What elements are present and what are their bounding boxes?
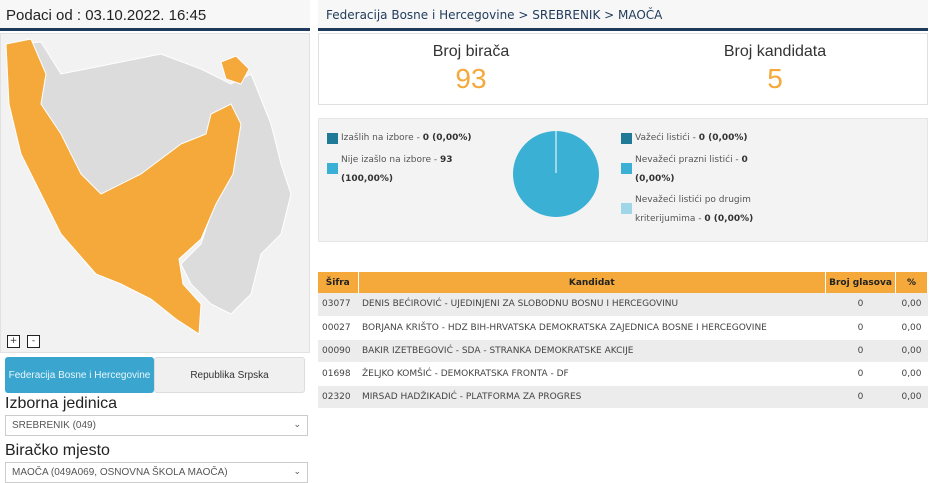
legend-swatch: [327, 133, 338, 144]
votes-cell: 0: [825, 316, 896, 340]
entity-switch: Federacija Bosne i Hercegovine Republika…: [5, 357, 305, 393]
table-row: 02320 MIRSAD HADŽIKADIĆ - PLATFORMA ZA PR…: [318, 385, 928, 409]
col-candidate[interactable]: Kandidat: [358, 272, 826, 293]
station-label: Biračko mjesto: [5, 442, 110, 459]
table-row: 00027 BORJANA KRIŠTO - HDZ BIH-HRVATSKA D…: [318, 316, 928, 340]
left-panel: Podaci od : 03.10.2022. 16:45 + - Federa…: [0, 0, 310, 483]
legend-item: Važeći listići - 0 (0,00%): [621, 129, 781, 148]
col-votes[interactable]: Broj glasova: [825, 272, 896, 293]
entity-rs-button[interactable]: Republika Srpska: [154, 357, 305, 393]
votes-cell: 0: [825, 293, 896, 317]
table-row: 00090 BAKIR IZETBEGOVIĆ - SDA - STRANKA D…: [318, 339, 928, 363]
station-select[interactable]: MAOČA (049A069, OSNOVNA ŠKOLA MAOČA) ⌄: [5, 462, 308, 483]
percent-cell: 0,00: [895, 339, 928, 363]
code-cell: 02320: [318, 385, 358, 409]
candidates-count: 5: [767, 63, 783, 94]
legend-item: Nevažeći prazni listići - 0 (0,00%): [621, 151, 761, 189]
legend-swatch: [327, 163, 338, 174]
legend-value: 0 (0,00%): [704, 214, 754, 224]
chevron-down-icon: ⌄: [293, 466, 301, 476]
table-row: 03077 DENIS BEĆIROVIĆ - UJEDINJENI ZA SLO…: [318, 293, 928, 317]
map[interactable]: + -: [0, 33, 310, 353]
code-cell: 03077: [318, 293, 358, 317]
federacija-region[interactable]: [5, 38, 242, 335]
pie-slice-not-turned-out: [513, 131, 599, 217]
table-row: 01698 ŽELJKO KOMŠIĆ - DEMOKRATSKA FRONTA …: [318, 362, 928, 386]
legend-item: Nije izašlo na izbore - 93 (100,00%): [327, 151, 477, 189]
percent-cell: 0,00: [895, 385, 928, 409]
legend-swatch: [621, 133, 632, 144]
code-cell: 00090: [318, 339, 358, 363]
code-cell: 01698: [318, 362, 358, 386]
chevron-down-icon: ⌄: [293, 419, 301, 429]
candidates-table: Šifra Kandidat Broj glasova % 03077 DENIS…: [318, 272, 928, 409]
candidates-label: Broj kandidata: [723, 43, 827, 60]
legend-label: Izašlih na izbore -: [341, 133, 423, 143]
turnout-pie: [513, 131, 599, 217]
code-cell: 00027: [318, 316, 358, 340]
col-code[interactable]: Šifra: [318, 272, 359, 293]
voters-count: 93: [455, 63, 487, 94]
unit-select[interactable]: SREBRENIK (049) ⌄: [5, 415, 308, 436]
legend-swatch: [621, 203, 632, 214]
stats-box: Broj birača 93 Broj kandidata 5: [318, 33, 928, 105]
breadcrumb: Federacija Bosne i Hercegovine > SREBREN…: [318, 0, 928, 31]
unit-label: Izborna jedinica: [5, 395, 118, 412]
candidate-cell: ŽELJKO KOMŠIĆ - DEMOKRATSKA FRONTA - DF: [358, 362, 826, 386]
legend-label: Nije izašlo na izbore -: [341, 155, 440, 165]
legend-item: Nevažeći listići po drugim kriterijumima…: [621, 191, 771, 229]
legend-item: Izašlih na izbore - 0 (0,00%): [327, 129, 487, 148]
timestamp: Podaci od : 03.10.2022. 16:45: [0, 0, 310, 31]
legend-label: Nevažeći prazni listići -: [635, 155, 742, 165]
legend-value: 0 (0,00%): [698, 133, 748, 143]
legend-value: 93 (100,00%): [341, 155, 453, 184]
station-value: MAOČA (049A069, OSNOVNA ŠKOLA MAOČA): [12, 467, 228, 478]
percent-cell: 0,00: [895, 362, 928, 386]
turnout-box: Izašlih na izbore - 0 (0,00%) Nije izašl…: [318, 118, 928, 242]
candidate-cell: BAKIR IZETBEGOVIĆ - SDA - STRANKA DEMOKR…: [358, 339, 826, 363]
percent-cell: 0,00: [895, 293, 928, 317]
bih-map[interactable]: [1, 34, 309, 352]
votes-cell: 0: [825, 385, 896, 409]
legend-value: 0 (0,00%): [635, 155, 748, 184]
legend-label: Nevažeći listići po drugim kriterijumima…: [635, 195, 751, 224]
legend-label: Važeći listići -: [635, 133, 699, 143]
entity-fbih-button[interactable]: Federacija Bosne i Hercegovine: [5, 357, 154, 393]
votes-cell: 0: [825, 339, 896, 363]
legend-swatch: [621, 163, 632, 174]
zoom-in-button[interactable]: +: [7, 335, 20, 348]
candidate-cell: DENIS BEĆIROVIĆ - UJEDINJENI ZA SLOBODNU…: [358, 293, 826, 317]
legend-value: 0 (0,00%): [422, 133, 472, 143]
percent-cell: 0,00: [895, 316, 928, 340]
unit-value: SREBRENIK (049): [12, 420, 96, 431]
voters-label: Broj birača: [432, 43, 510, 60]
brcko-region[interactable]: [220, 55, 250, 85]
candidate-cell: MIRSAD HADŽIKADIĆ - PLATFORMA ZA PROGRES: [358, 385, 826, 409]
votes-cell: 0: [825, 362, 896, 386]
zoom-out-button[interactable]: -: [27, 335, 40, 348]
col-percent[interactable]: %: [895, 272, 928, 293]
right-panel: Federacija Bosne i Hercegovine > SREBREN…: [318, 0, 928, 409]
candidate-cell: BORJANA KRIŠTO - HDZ BIH-HRVATSKA DEMOKR…: [358, 316, 826, 340]
